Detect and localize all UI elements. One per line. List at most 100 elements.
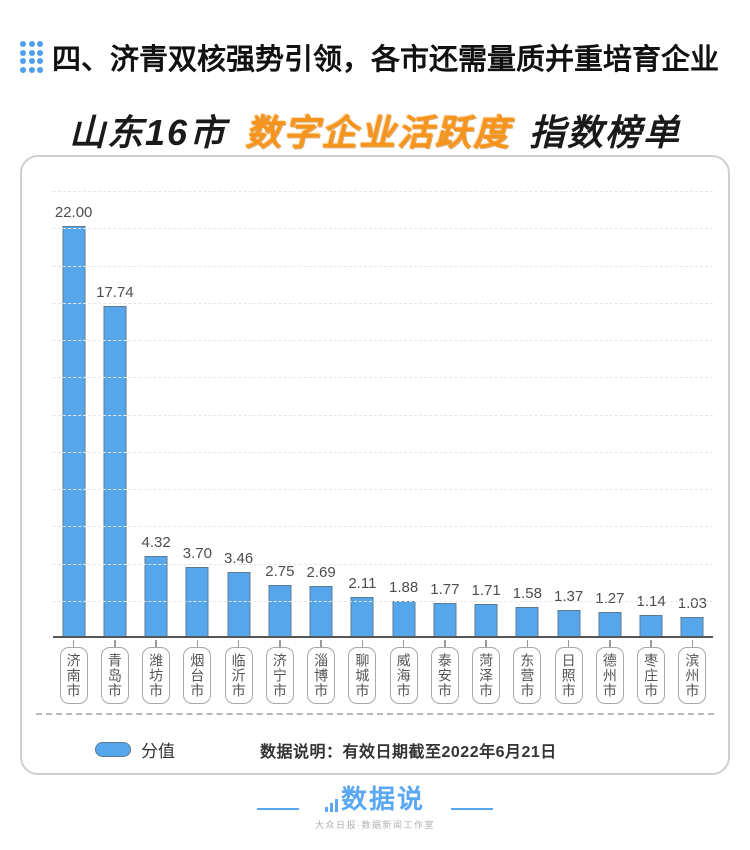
bar-column: 1.14 [631, 191, 672, 636]
bar-column: 2.69 [301, 191, 342, 636]
x-label-slot: 淄博市 [301, 640, 342, 708]
axis-tick [567, 640, 570, 647]
bar-chart-icon [324, 799, 338, 812]
axis-tick [444, 640, 446, 647]
data-note: 数据说明：有效日期截至2022年6月21日 [260, 743, 557, 761]
bar [392, 601, 416, 636]
x-label-slot: 烟台市 [177, 640, 218, 708]
chart-title-highlight: 数字企业活跃度 [245, 112, 512, 153]
chart-title-prefix: 山东16市 [68, 112, 227, 153]
bars-layer: 22.00 17.74 4.32 3.70 3.46 2.75 2.69 2.11 1.88 1.… [53, 191, 713, 636]
bar-column: 22.00 [53, 191, 94, 636]
axis-tick [196, 640, 199, 647]
legend-swatch [95, 742, 131, 757]
bar-value-label: 1.58 [512, 584, 542, 602]
city-label-box: 东营市 [513, 647, 542, 704]
x-label-slot: 东营市 [507, 640, 548, 708]
bar-value-label: 17.74 [96, 283, 134, 301]
bar-value-label: 3.70 [182, 545, 212, 563]
chart-title: 山东16市 数字企业活跃度 指数榜单 [0, 104, 750, 156]
bar [350, 596, 374, 636]
bar-value-label: 4.32 [141, 533, 171, 551]
city-label-box: 泰安市 [430, 647, 459, 704]
city-label-box: 济南市 [59, 647, 88, 704]
axis-tick [609, 640, 611, 647]
axis-tick [485, 640, 487, 647]
city-label-box: 潍坊市 [142, 647, 171, 704]
city-label-box: 聊城市 [348, 647, 377, 704]
legend-label: 分值 [141, 742, 175, 761]
bar-column: 1.37 [548, 191, 589, 636]
bar [557, 610, 581, 636]
x-label-slot: 枣庄市 [631, 640, 672, 708]
bar-column: 2.11 [342, 191, 383, 636]
city-label-box: 济宁市 [265, 647, 294, 704]
bar-value-label: 22.00 [54, 204, 93, 222]
logo-subtitle: 大众日报·数据新闻工作室 [315, 820, 435, 830]
bar-column: 4.32 [136, 191, 177, 636]
section-header: 四、济青双核强势引领，各市还需量质并重培育企业 [0, 0, 750, 78]
bar-value-label: 2.75 [265, 562, 295, 580]
x-label-slot: 潍坊市 [136, 640, 177, 708]
gridline [53, 340, 713, 341]
gridline [53, 451, 713, 453]
bar [639, 614, 663, 636]
city-label-box: 临沂市 [224, 647, 253, 704]
bar [309, 585, 333, 636]
bar-value-label: 1.27 [595, 590, 625, 608]
x-label-slot: 聊城市 [342, 640, 383, 708]
gridline [53, 489, 713, 490]
bar-value-label: 2.11 [348, 574, 377, 592]
gridline [53, 377, 713, 379]
bar [144, 555, 168, 636]
axis-tick [114, 640, 116, 647]
x-label-slot: 青岛市 [94, 640, 135, 708]
bar [103, 305, 127, 636]
city-label-box: 威海市 [389, 647, 418, 704]
gridline [53, 265, 713, 267]
bar [598, 612, 622, 636]
bar-column: 1.77 [424, 191, 465, 636]
footer: 数据说 大众日报·数据新闻工作室 [0, 786, 750, 831]
bar-value-label: 1.71 [471, 582, 501, 600]
bar [227, 571, 251, 636]
x-label-slot: 泰安市 [424, 640, 465, 708]
bar-column: 2.75 [259, 191, 300, 636]
bar-chart-plot-area: 22.00 17.74 4.32 3.70 3.46 2.75 2.69 2.11 1.88 1.… [53, 191, 713, 638]
bar [268, 584, 292, 636]
axis-tick [237, 640, 240, 647]
gridline [53, 563, 713, 565]
x-label-slot: 菏泽市 [466, 640, 507, 708]
city-label-box: 淄博市 [307, 647, 336, 704]
bar-column: 1.03 [672, 191, 713, 636]
chart-card: 22.00 17.74 4.32 3.70 3.46 2.75 2.69 2.11 1.88 1.… [20, 155, 730, 775]
x-label-slot: 临沂市 [218, 640, 259, 708]
gridline [53, 526, 713, 528]
x-label-slot: 济南市 [53, 640, 94, 708]
x-label-slot: 德州市 [589, 640, 630, 708]
gridline [53, 191, 713, 192]
city-label-box: 烟台市 [183, 647, 212, 704]
axis-tick [691, 640, 694, 647]
bar-column: 1.58 [507, 191, 548, 636]
city-label-box: 青岛市 [100, 647, 129, 704]
logo-block: 数据说 大众日报·数据新闻工作室 [315, 786, 435, 831]
axis-tick [526, 640, 529, 647]
dots-grid-icon [20, 41, 43, 73]
footer-left-line [257, 807, 299, 810]
x-axis-labels: 济南市 青岛市 潍坊市 烟台市 临沂市 济宁市 淄博市 聊城市 威海市 泰安市 菏泽市 东营市 日照市德… [53, 640, 713, 708]
bar-column: 3.70 [177, 191, 218, 636]
bar-column: 1.71 [466, 191, 507, 636]
section-title: 四、济青双核强势引领，各市还需量质并重培育企业 [52, 44, 720, 76]
x-label-slot: 日照市 [548, 640, 589, 708]
bar-value-label: 1.37 [554, 588, 584, 606]
bar [62, 226, 86, 636]
bar-column: 17.74 [94, 191, 135, 636]
gridline [53, 302, 713, 304]
bar-value-label: 1.88 [389, 579, 419, 596]
axis-tick [402, 640, 405, 647]
axis-tick [320, 640, 322, 647]
city-label-box: 滨州市 [678, 647, 707, 704]
city-label-box: 菏泽市 [472, 647, 501, 704]
bar-value-label: 3.46 [224, 549, 254, 567]
